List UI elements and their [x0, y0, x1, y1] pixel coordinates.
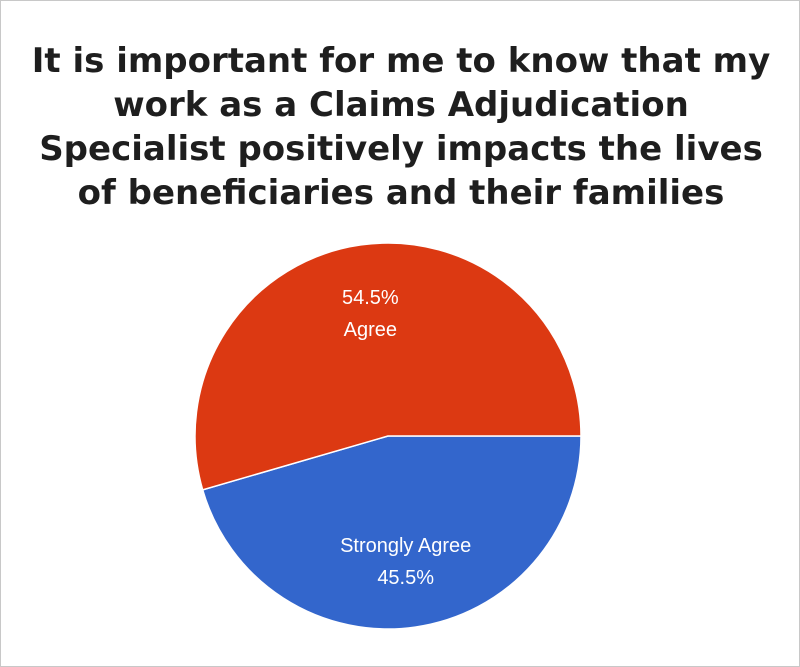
chart-title: It is important for me to know that my w… [1, 39, 800, 215]
chart-title-line: of beneficiaries and their families [77, 173, 725, 213]
chart-title-line: work as a Claims Adjudication [113, 85, 689, 125]
pie-slice-strongly-agree [201, 435, 582, 630]
slice-category-label: Agree [344, 319, 397, 341]
slice-percent-label: 54.5% [342, 287, 399, 309]
slice-percent-label: 45.5% [377, 567, 434, 589]
slice-category-label: Strongly Agree [340, 535, 471, 557]
pie-slice-agree [194, 242, 582, 491]
chart-title-line: Specialist positively impacts the lives [39, 129, 763, 169]
chart-title-line: It is important for me to know that my [31, 41, 771, 81]
